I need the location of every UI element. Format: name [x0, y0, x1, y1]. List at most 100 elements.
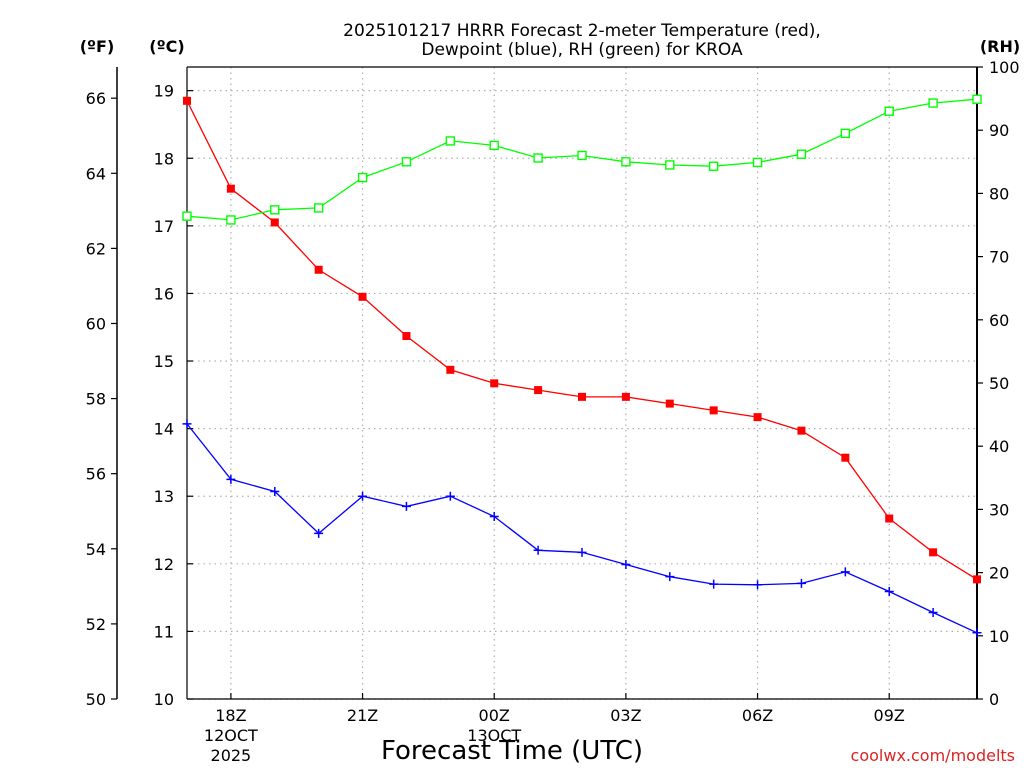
dewpoint-point [401, 501, 411, 511]
2-meter-temperature-point [621, 392, 630, 401]
2-meter-temperature-point [534, 386, 543, 395]
dewpoint-point [445, 491, 455, 501]
relative-humidity-point [182, 211, 192, 221]
rh-tick-label: 80 [989, 184, 1009, 203]
fahrenheit-tick-label: 60 [86, 314, 106, 333]
fahrenheit-unit-label: (ºF) [80, 37, 115, 56]
rh-tick-label: 70 [989, 248, 1009, 267]
relative-humidity-point [577, 150, 587, 161]
2-meter-temperature-point [490, 379, 499, 388]
rh-tick-label: 0 [989, 690, 999, 709]
relative-humidity-point [972, 94, 982, 104]
rh-tick-label: 60 [989, 311, 1009, 330]
dewpoint-point [533, 545, 543, 555]
x-tick-date-label: 13OCT [467, 726, 521, 745]
relative-humidity-point [752, 157, 763, 168]
dewpoint-point [621, 559, 631, 569]
fahrenheit-tick-label: 56 [86, 465, 106, 484]
chart-title-line2: Dewpoint (blue), RH (green) for KROA [421, 40, 743, 60]
dewpoint-point [665, 572, 675, 582]
relative-humidity-point [665, 160, 675, 170]
rh-tick-label: 50 [989, 374, 1009, 393]
relative-humidity-point [884, 106, 894, 116]
rh-tick-label: 20 [989, 564, 1009, 583]
dewpoint-point [928, 607, 938, 617]
grid-lines [187, 67, 977, 700]
dewpoint-point [972, 628, 982, 638]
rh-tick-label: 10 [989, 627, 1009, 646]
dewpoint-point [314, 528, 324, 538]
rh-unit-label: (RH) [980, 37, 1020, 56]
2-meter-temperature-point [578, 392, 586, 401]
celsius-tick-label: 12 [154, 555, 174, 574]
relative-humidity-point [401, 157, 412, 167]
rh-tick-label: 40 [989, 437, 1009, 456]
2-meter-temperature-point [183, 96, 191, 105]
relative-humidity-point [708, 161, 719, 171]
dewpoint-point [182, 419, 192, 429]
relative-humidity-point [840, 128, 851, 139]
relative-humidity-point [796, 149, 807, 159]
x-tick-label: 00Z [479, 706, 510, 725]
fahrenheit-tick-label: 50 [86, 690, 106, 709]
relative-humidity-point [445, 136, 456, 146]
2-meter-temperature-point [973, 575, 981, 584]
x-tick-label: 03Z [610, 706, 641, 725]
2-meter-temperature-point [402, 332, 411, 341]
2-meter-temperature-point [753, 413, 762, 422]
celsius-tick-label: 11 [154, 622, 174, 641]
dewpoint-point [709, 579, 719, 589]
2-meter-temperature-point [841, 453, 850, 462]
x-tick-date-label: 12OCT [204, 726, 258, 745]
dewpoint-point [577, 547, 587, 557]
celsius-tick-label: 17 [154, 217, 174, 236]
relative-humidity-point [357, 172, 368, 183]
rh-tick-label: 100 [989, 58, 1020, 77]
x-tick-label: 06Z [742, 706, 773, 725]
fahrenheit-tick-label: 58 [86, 390, 106, 409]
dewpoint-point [226, 474, 236, 484]
celsius-tick-label: 15 [154, 352, 174, 371]
2-meter-temperature-point [226, 184, 235, 193]
x-tick-label: 09Z [874, 706, 905, 725]
2-meter-temperature-point [358, 292, 367, 301]
fahrenheit-tick-label: 62 [86, 239, 106, 258]
fahrenheit-tick-label: 52 [86, 615, 106, 634]
relative-humidity-point [313, 203, 324, 213]
relative-humidity-point [270, 205, 280, 215]
x-tick-label: 18Z [215, 706, 246, 725]
x-tick-label: 21Z [347, 706, 378, 725]
2-meter-temperature-point [270, 218, 279, 227]
rh-tick-label: 30 [989, 500, 1009, 519]
credit-text: coolwx.com/modelts [851, 746, 1015, 765]
x-axis-title: Forecast Time (UTC) [381, 736, 643, 766]
2-meter-temperature-point [665, 399, 674, 408]
2-meter-temperature-point [885, 514, 894, 523]
relative-humidity-point [489, 140, 499, 151]
celsius-tick-label: 16 [154, 284, 174, 303]
chart-title-line1: 2025101217 HRRR Forecast 2-meter Tempera… [343, 21, 821, 41]
dewpoint-point [796, 578, 806, 588]
relative-humidity-point [928, 98, 938, 108]
2-meter-temperature-point [929, 548, 938, 557]
2-meter-temperature-point [314, 265, 323, 274]
dewpoint-point [884, 587, 894, 597]
relative-humidity-point [533, 153, 543, 163]
2-meter-temperature-point [797, 426, 806, 435]
rh-tick-label: 90 [989, 121, 1009, 140]
data-series [182, 94, 982, 638]
relative-humidity-point [226, 215, 236, 225]
dewpoint-point [270, 486, 280, 496]
dewpoint-point [840, 567, 850, 577]
celsius-tick-label: 18 [154, 149, 174, 168]
x-tick-year-label: 2025 [211, 746, 252, 765]
celsius-tick-label: 19 [154, 82, 174, 101]
dewpoint-point [753, 580, 763, 590]
dewpoint-point [358, 491, 368, 501]
celsius-unit-label: (ºC) [149, 37, 184, 56]
axes: 10 11 12 13 14 15 16 17 18 19 50 52 54 56 58 60 62 64 66 0 1… [86, 58, 1020, 765]
relative-humidity-point [621, 157, 631, 167]
2-meter-temperature-point [446, 365, 455, 374]
